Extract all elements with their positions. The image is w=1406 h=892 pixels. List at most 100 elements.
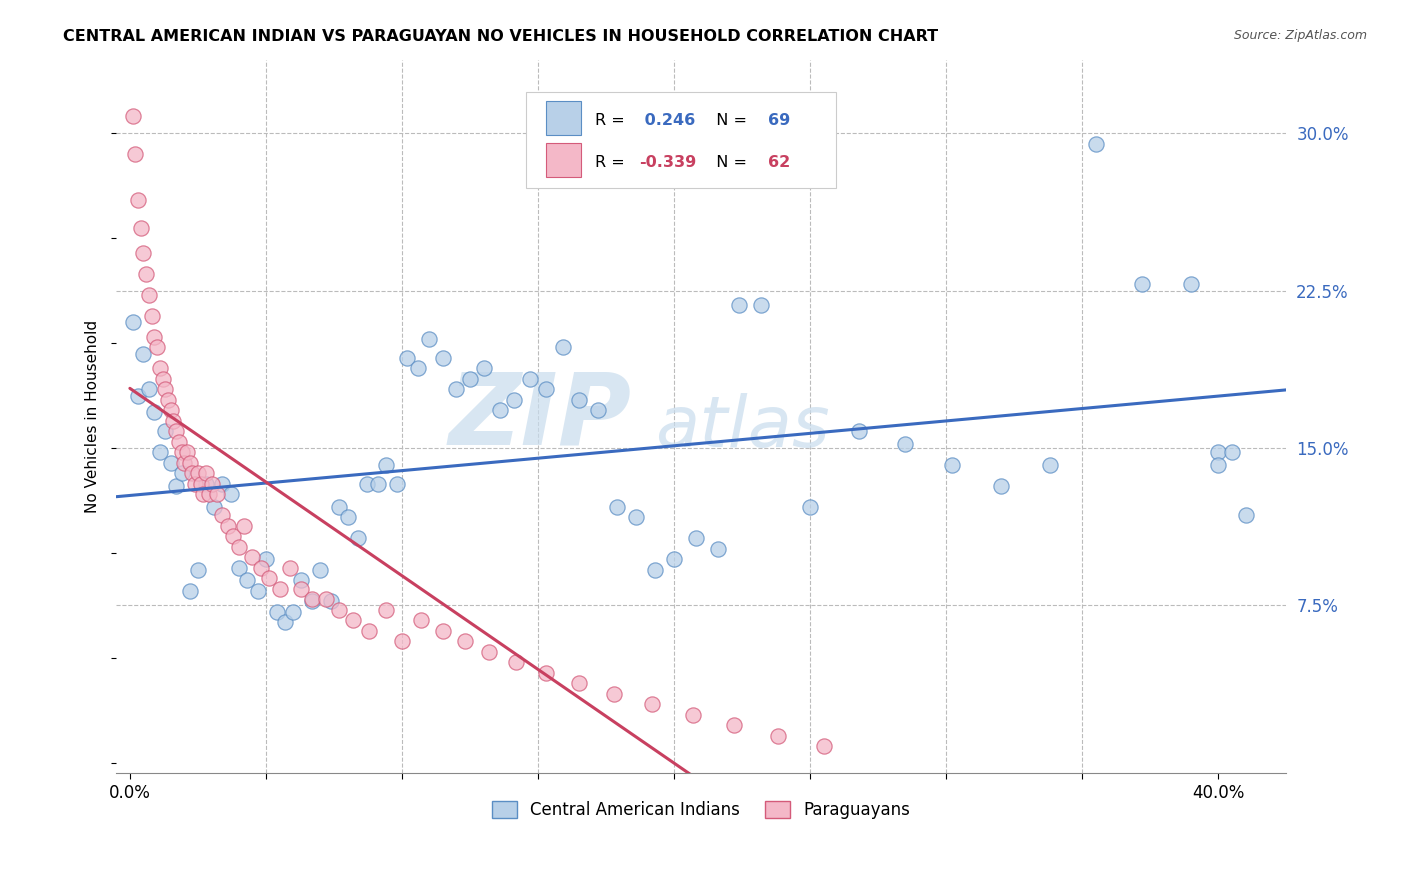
Point — [222, 529, 245, 543]
Point — [356, 476, 378, 491]
Point — [1234, 508, 1257, 523]
Point — [342, 613, 364, 627]
Point — [195, 466, 218, 480]
Point — [478, 645, 501, 659]
Point — [121, 109, 143, 123]
Point — [472, 361, 495, 376]
Point — [374, 602, 396, 616]
Point — [233, 518, 256, 533]
Text: Source: ZipAtlas.com: Source: ZipAtlas.com — [1233, 29, 1367, 42]
Point — [309, 563, 332, 577]
Point — [269, 582, 291, 596]
Point — [156, 392, 179, 407]
Point — [219, 487, 242, 501]
Point — [124, 147, 146, 161]
Point — [374, 458, 396, 472]
Point — [336, 510, 359, 524]
Point — [217, 518, 239, 533]
Point — [266, 605, 288, 619]
Point — [328, 500, 350, 514]
Point — [228, 540, 250, 554]
Point — [586, 403, 609, 417]
Point — [170, 466, 193, 480]
Point — [187, 563, 209, 577]
Point — [181, 466, 204, 480]
Point — [1208, 458, 1230, 472]
Point — [432, 351, 454, 365]
Point — [347, 531, 370, 545]
Bar — [546, 143, 581, 178]
Text: -0.339: -0.339 — [640, 154, 696, 169]
Point — [568, 392, 591, 407]
Point — [162, 414, 184, 428]
Point — [624, 510, 647, 524]
Point — [536, 665, 558, 680]
Point — [127, 388, 149, 402]
Point — [519, 372, 541, 386]
Point — [1039, 458, 1062, 472]
Point — [941, 458, 963, 472]
Point — [159, 456, 181, 470]
Point — [159, 403, 181, 417]
Point — [385, 476, 408, 491]
Point — [141, 309, 163, 323]
Point — [799, 500, 821, 514]
Point — [894, 437, 917, 451]
Point — [682, 707, 704, 722]
Text: R =: R = — [595, 154, 630, 169]
Text: R =: R = — [595, 112, 630, 128]
Point — [274, 615, 297, 630]
Point — [190, 476, 212, 491]
Point — [723, 718, 745, 732]
Point — [155, 382, 177, 396]
Point — [280, 560, 302, 574]
Point — [236, 574, 259, 588]
Text: atlas: atlas — [655, 392, 830, 462]
Point — [138, 382, 160, 396]
Point — [254, 552, 277, 566]
Point — [132, 346, 155, 360]
Point — [367, 476, 389, 491]
Point — [315, 592, 337, 607]
Text: N =: N = — [706, 154, 752, 169]
Point — [146, 340, 169, 354]
Point — [1180, 277, 1202, 292]
Point — [176, 445, 198, 459]
Point — [187, 466, 209, 480]
Point — [184, 476, 207, 491]
Point — [132, 245, 155, 260]
Point — [257, 571, 280, 585]
Point — [848, 424, 870, 438]
Point — [301, 594, 323, 608]
Point — [240, 550, 263, 565]
Point — [749, 298, 772, 312]
Y-axis label: No Vehicles in Household: No Vehicles in Household — [86, 320, 100, 513]
Point — [195, 476, 218, 491]
Point — [165, 424, 187, 438]
Point — [143, 330, 166, 344]
Point — [489, 403, 512, 417]
Point — [155, 424, 177, 438]
Point — [149, 361, 172, 376]
Point — [409, 613, 432, 627]
Point — [408, 361, 430, 376]
FancyBboxPatch shape — [526, 92, 837, 188]
Point — [152, 372, 174, 386]
Point — [198, 487, 221, 501]
Point — [301, 592, 323, 607]
Text: 0.246: 0.246 — [640, 112, 696, 128]
Point — [502, 392, 524, 407]
Point — [149, 445, 172, 459]
Point — [165, 479, 187, 493]
Text: N =: N = — [706, 112, 752, 128]
Point — [603, 687, 626, 701]
Point — [446, 382, 468, 396]
Point — [328, 602, 350, 616]
Point — [173, 456, 195, 470]
Point — [129, 220, 152, 235]
Point — [536, 382, 558, 396]
Legend: Central American Indians, Paraguayans: Central American Indians, Paraguayans — [485, 794, 917, 826]
Point — [211, 508, 233, 523]
Point — [662, 552, 685, 566]
Point — [1130, 277, 1153, 292]
